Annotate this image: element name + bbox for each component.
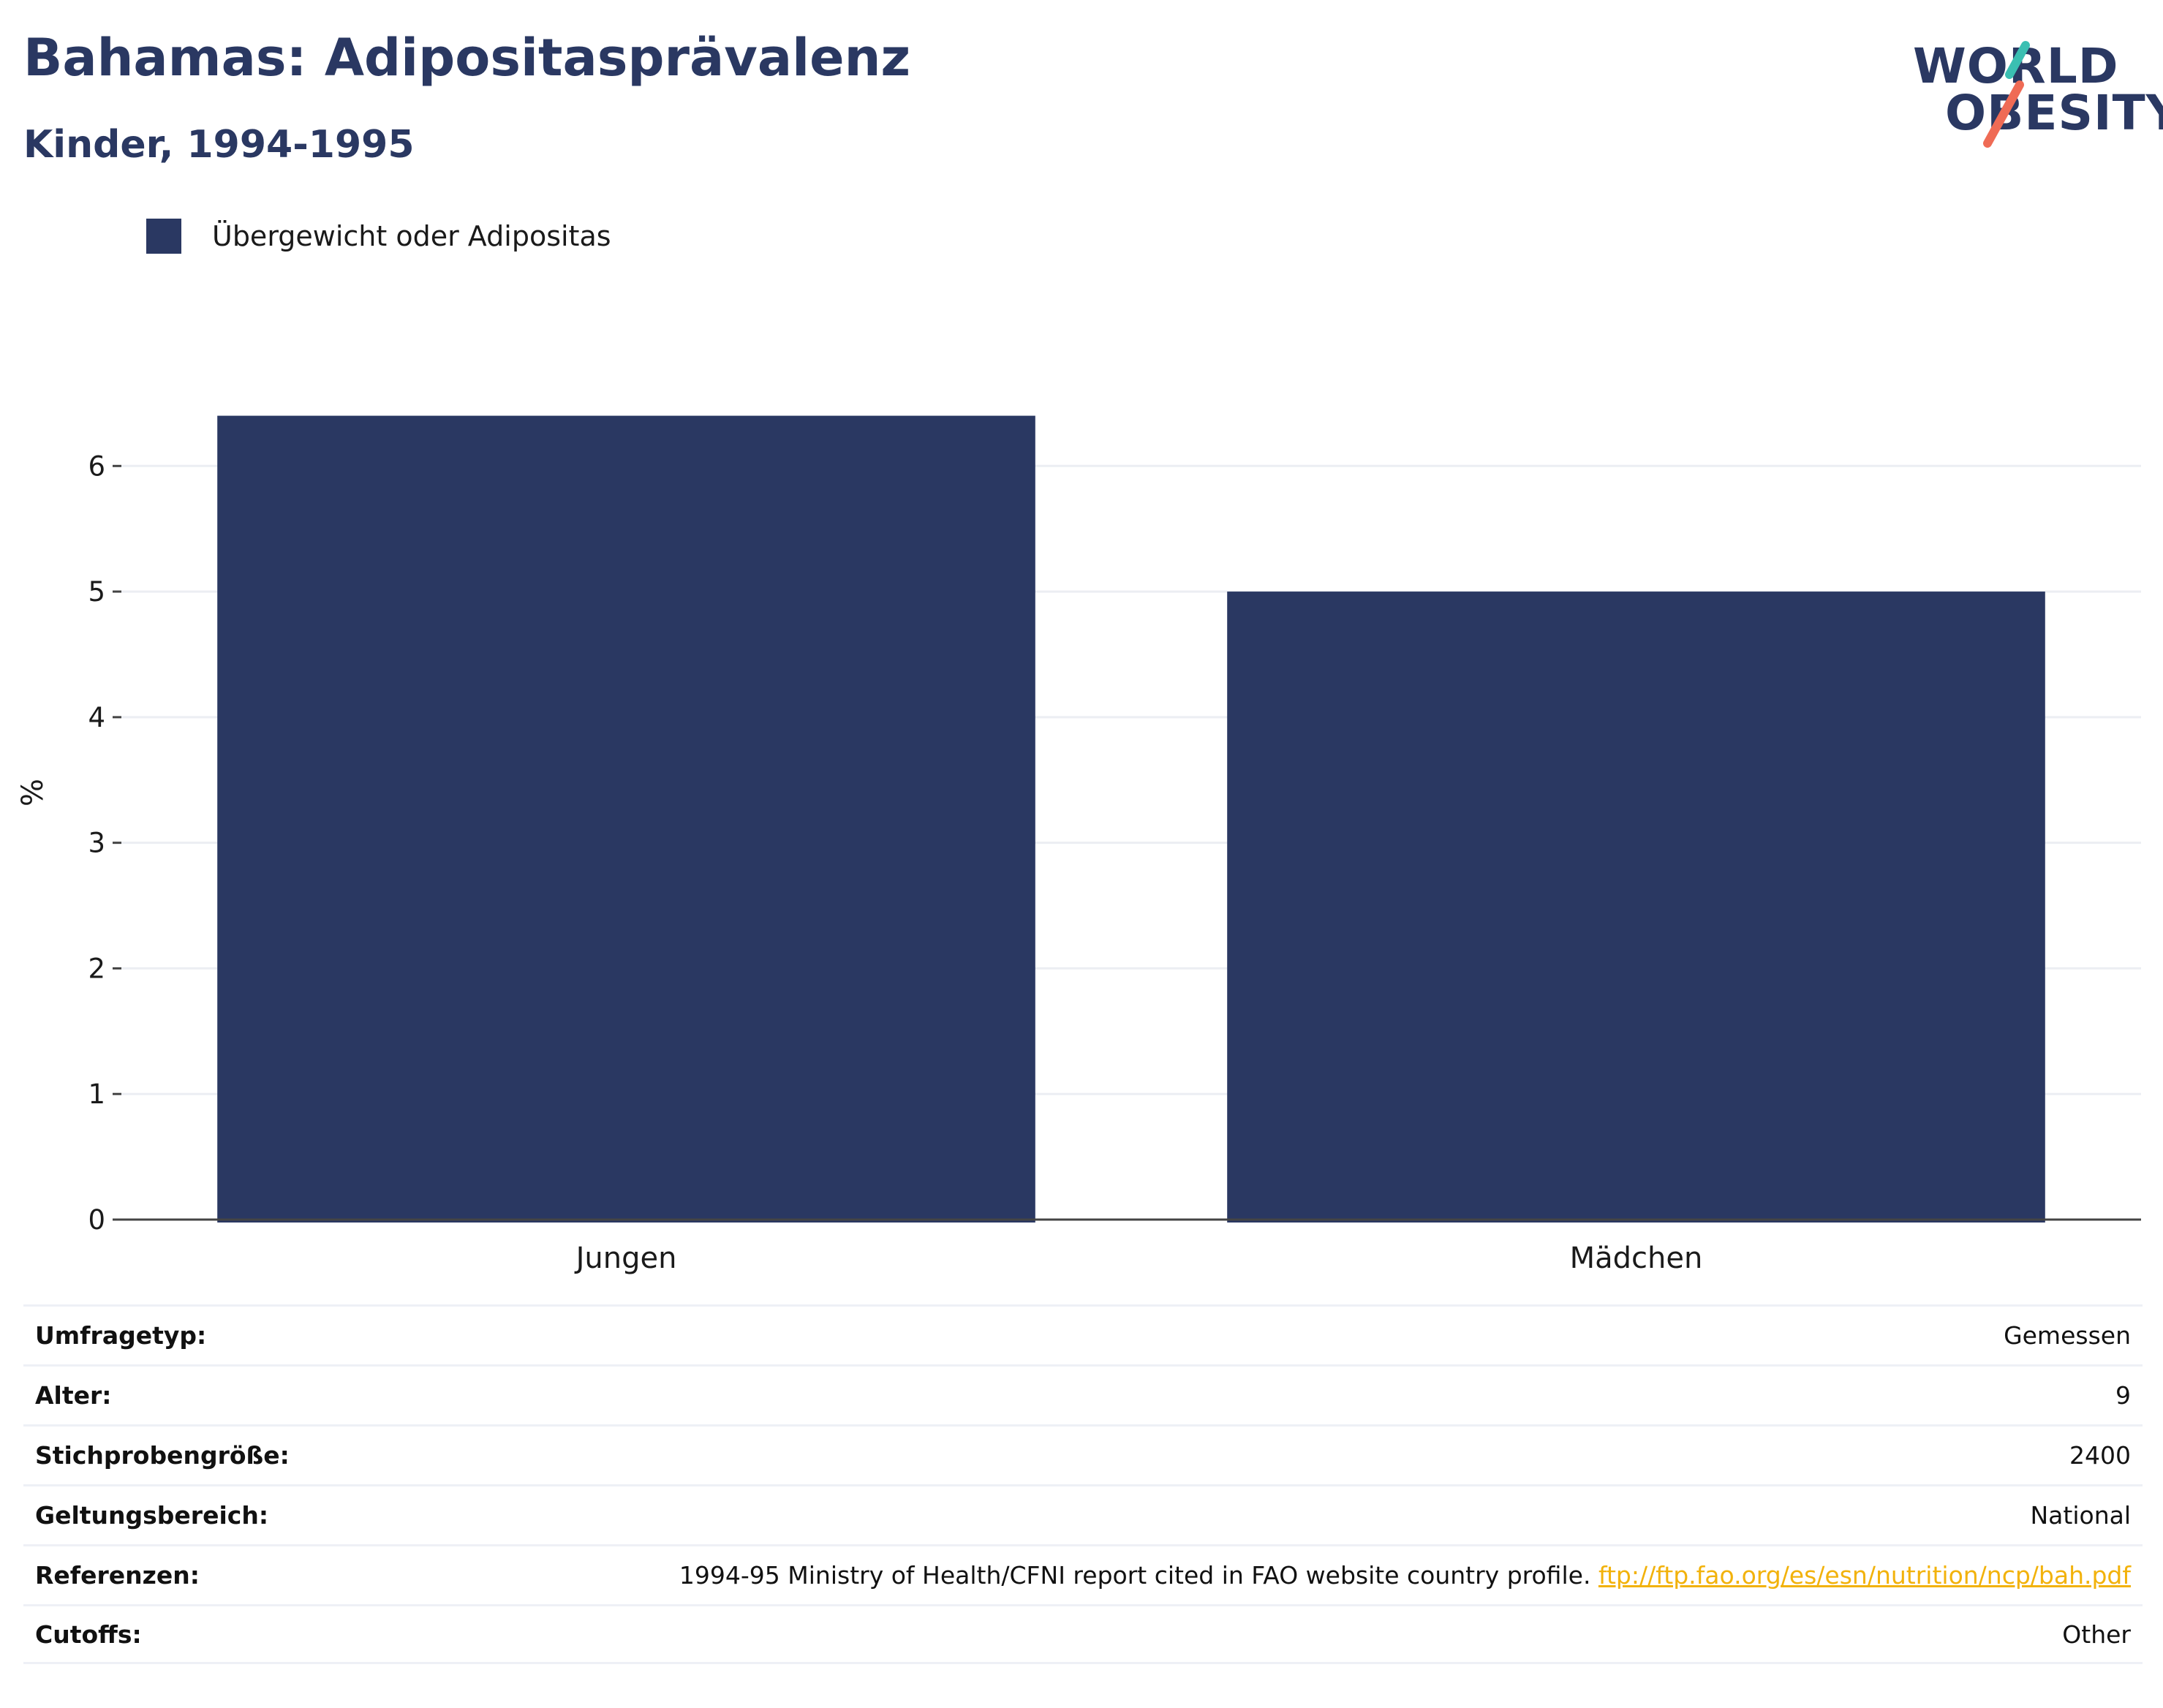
x-tick-label: Mädchen bbox=[1570, 1242, 1703, 1275]
bar-0[interactable] bbox=[217, 415, 1035, 1223]
world-obesity-logo: WORLD OBESITY bbox=[1901, 20, 2163, 152]
y-axis-label: % bbox=[16, 779, 50, 806]
legend-swatch bbox=[146, 219, 181, 254]
x-tick-labels: Jungen Mädchen bbox=[574, 1242, 1703, 1275]
chart-legend: Übergewicht oder Adipositas bbox=[146, 218, 611, 254]
info-key: Alter: bbox=[35, 1381, 112, 1410]
y-tick-label: 4 bbox=[88, 702, 105, 733]
info-value: Other bbox=[2062, 1620, 2131, 1649]
info-value: Gemessen bbox=[2004, 1321, 2131, 1350]
logo-line-2: OBESITY bbox=[1945, 85, 2163, 141]
info-row: Geltungsbereich: National bbox=[23, 1484, 2143, 1544]
info-value: 9 bbox=[2115, 1381, 2131, 1410]
y-tick-label: 6 bbox=[88, 450, 105, 482]
y-tick-label: 2 bbox=[88, 953, 105, 984]
info-key: Umfragetyp: bbox=[35, 1321, 207, 1350]
info-row: Umfragetyp: Gemessen bbox=[23, 1304, 2143, 1364]
y-tick-label: 1 bbox=[88, 1078, 105, 1110]
bar-chart: 0 1 2 3 4 5 6 Jungen Mädchen % bbox=[16, 415, 2141, 1275]
bar-1[interactable] bbox=[1227, 592, 2045, 1223]
info-row: Alter: 9 bbox=[23, 1364, 2143, 1424]
page-subtitle: Kinder, 1994-1995 bbox=[23, 123, 415, 167]
info-key: Stichprobengröße: bbox=[35, 1441, 290, 1470]
y-tick-label: 0 bbox=[88, 1204, 105, 1236]
page-title: Bahamas: Adipositasprävalenz bbox=[23, 28, 911, 88]
legend-label: Übergewicht oder Adipositas bbox=[212, 220, 611, 252]
bars bbox=[217, 415, 2045, 1223]
logo-slash-icon bbox=[1983, 41, 2030, 148]
info-value: 1994-95 Ministry of Health/CFNI report c… bbox=[679, 1561, 2131, 1590]
info-value: National bbox=[2030, 1501, 2131, 1530]
reference-link[interactable]: ftp://ftp.fao.org/es/esn/nutrition/ncp/b… bbox=[1598, 1561, 2131, 1590]
info-table: Umfragetyp: Gemessen Alter: 9 Stichprobengrö… bbox=[23, 1304, 2143, 1664]
info-value: 2400 bbox=[2069, 1441, 2131, 1470]
y-tick-labels: 0 1 2 3 4 5 6 bbox=[88, 450, 121, 1236]
y-tick-label: 3 bbox=[88, 828, 105, 859]
x-tick-label: Jungen bbox=[574, 1242, 677, 1275]
info-key: Cutoffs: bbox=[35, 1620, 142, 1649]
info-key: Referenzen: bbox=[35, 1561, 200, 1590]
info-row: Referenzen: 1994-95 Ministry of Health/CF… bbox=[23, 1544, 2143, 1604]
info-key: Geltungsbereich: bbox=[35, 1501, 269, 1530]
info-row: Cutoffs: Other bbox=[23, 1604, 2143, 1664]
info-row: Stichprobengröße: 2400 bbox=[23, 1424, 2143, 1484]
y-tick-label: 5 bbox=[88, 576, 105, 608]
